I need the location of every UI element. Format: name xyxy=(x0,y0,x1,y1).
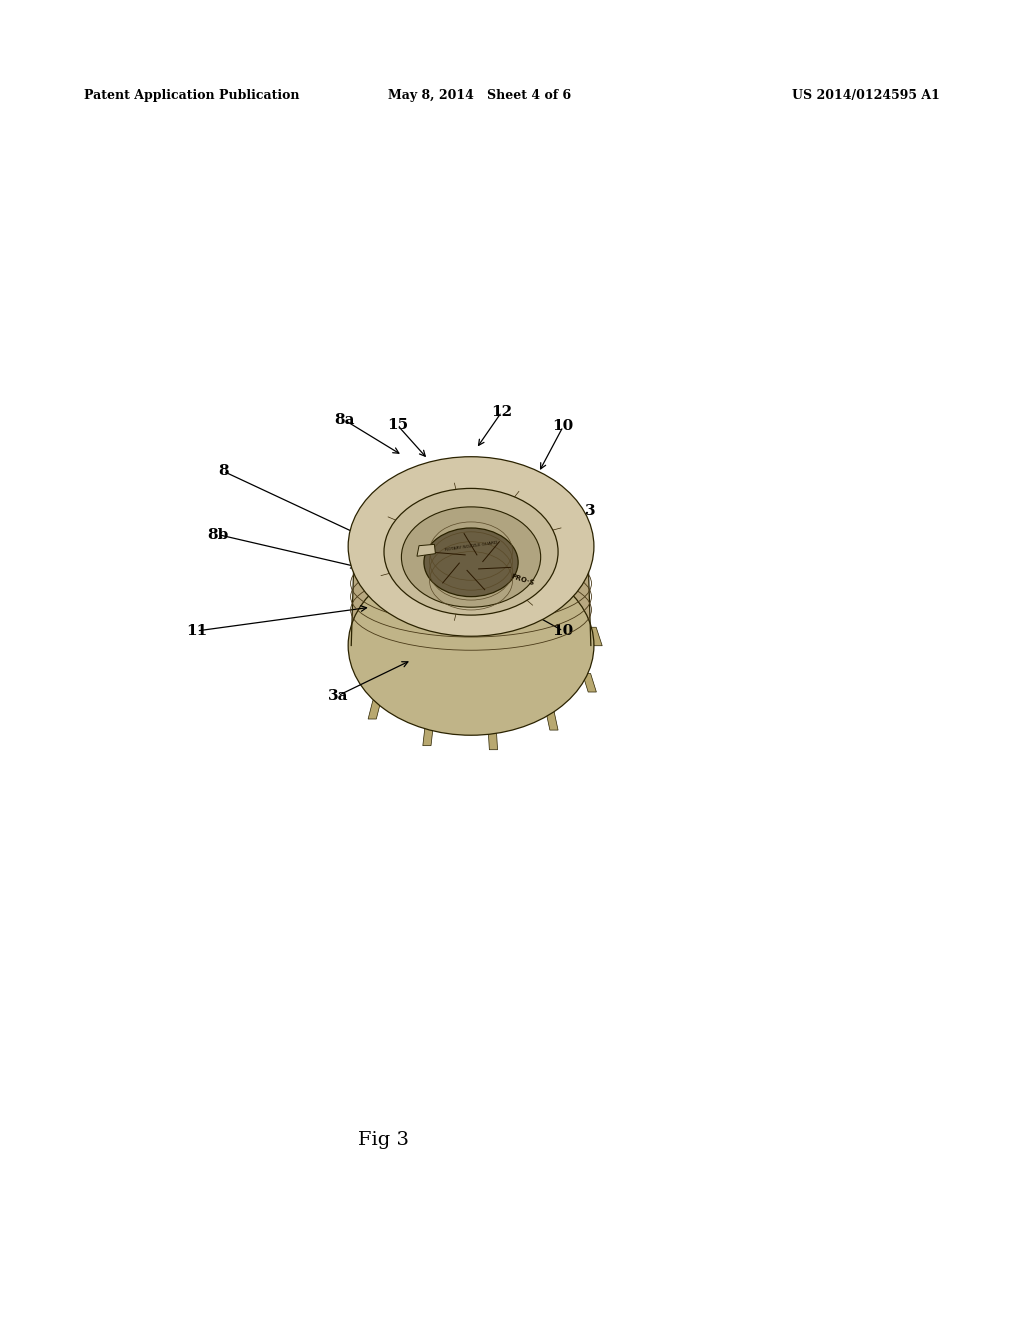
Polygon shape xyxy=(368,701,381,719)
Text: ROTARY NOZZLE GUARD: ROTARY NOZZLE GUARD xyxy=(444,541,498,552)
Polygon shape xyxy=(561,585,574,603)
Text: 8b: 8b xyxy=(208,528,228,541)
Polygon shape xyxy=(417,544,435,556)
Polygon shape xyxy=(444,554,454,573)
Text: 4: 4 xyxy=(573,561,584,574)
Polygon shape xyxy=(423,727,433,746)
Text: 8a: 8a xyxy=(334,413,354,426)
Polygon shape xyxy=(583,673,596,692)
Polygon shape xyxy=(546,711,558,730)
Ellipse shape xyxy=(348,556,594,735)
Polygon shape xyxy=(488,731,498,750)
Ellipse shape xyxy=(384,488,558,615)
Ellipse shape xyxy=(348,457,594,636)
Text: 12: 12 xyxy=(492,405,512,418)
Polygon shape xyxy=(588,627,602,645)
Text: 11: 11 xyxy=(186,624,207,638)
Ellipse shape xyxy=(401,507,541,607)
Text: 3a: 3a xyxy=(328,689,348,702)
Text: PRO·S: PRO·S xyxy=(510,573,535,586)
Polygon shape xyxy=(351,546,591,645)
Text: 15: 15 xyxy=(387,418,408,432)
Text: Patent Application Publication: Patent Application Publication xyxy=(84,90,299,102)
Text: 3: 3 xyxy=(585,504,595,517)
Ellipse shape xyxy=(424,528,518,597)
Text: 8: 8 xyxy=(218,465,228,478)
Text: 10: 10 xyxy=(553,420,573,433)
Text: 10: 10 xyxy=(553,624,573,638)
Text: May 8, 2014   Sheet 4 of 6: May 8, 2014 Sheet 4 of 6 xyxy=(388,90,570,102)
Polygon shape xyxy=(509,558,519,577)
Text: Fig 3: Fig 3 xyxy=(358,1131,410,1150)
Text: US 2014/0124595 A1: US 2014/0124595 A1 xyxy=(793,90,940,102)
